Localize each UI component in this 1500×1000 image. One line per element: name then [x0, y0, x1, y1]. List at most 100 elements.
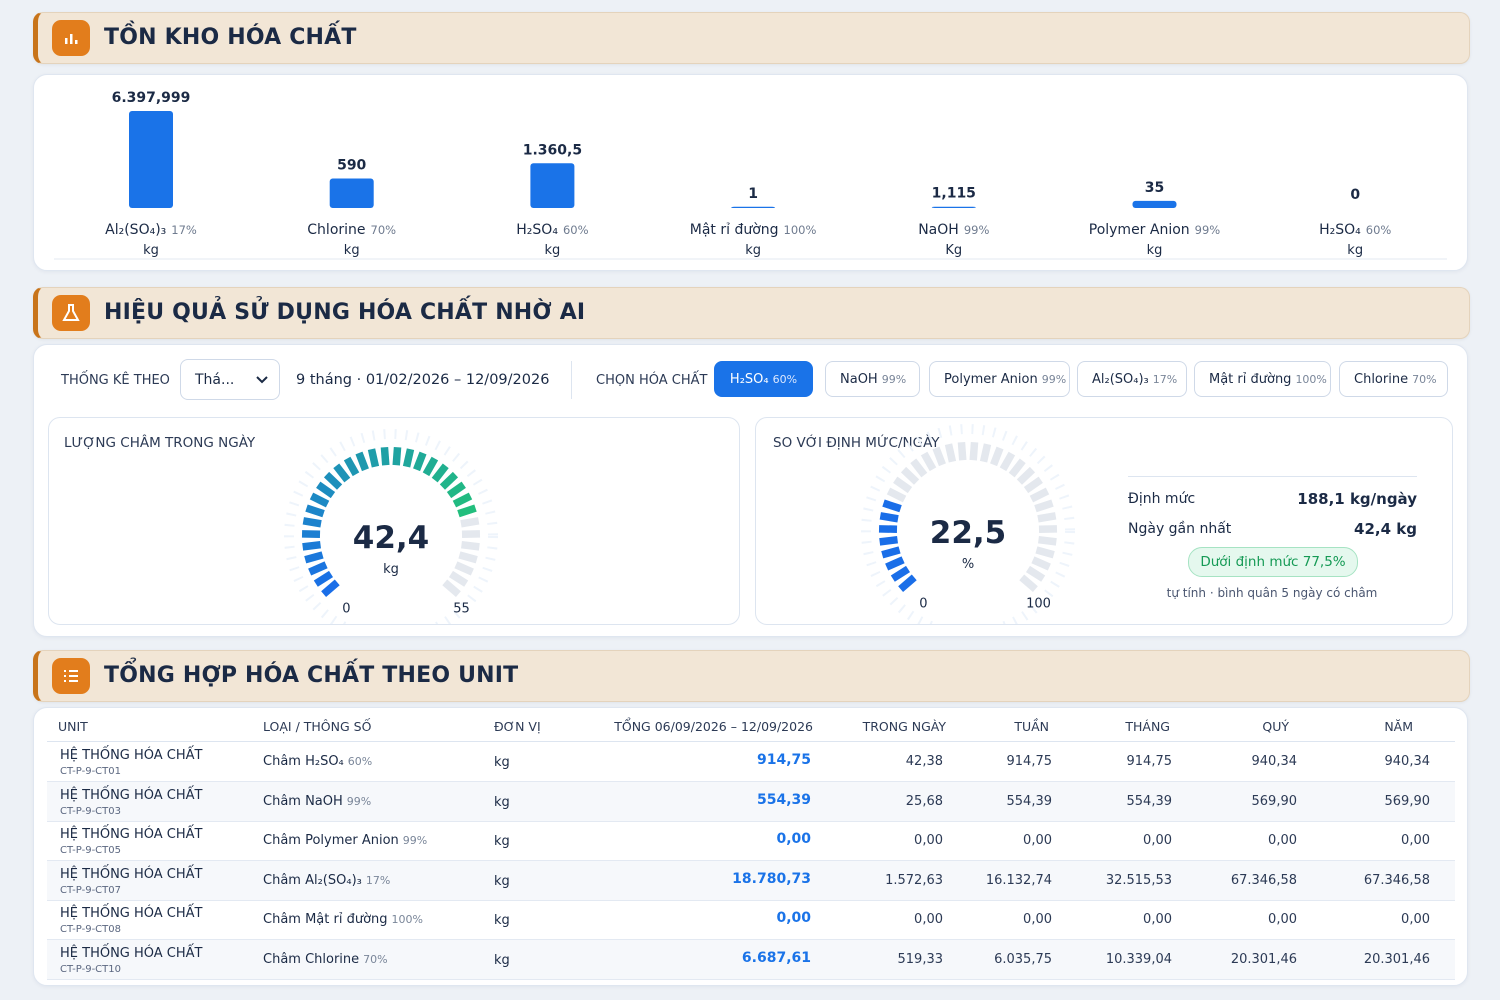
- item-unit: kg: [143, 243, 159, 258]
- item-label: Mật rỉ đường 100%: [690, 222, 817, 238]
- bar: [731, 206, 776, 208]
- chemical-chip[interactable]: H₂SO₄ 60%: [714, 361, 813, 397]
- value-cell: 42,38: [905, 754, 943, 769]
- item-concentration: 17%: [365, 873, 391, 887]
- item-label: Chlorine 70%: [307, 222, 396, 238]
- norm-label: Ngày gần nhất: [1128, 521, 1232, 537]
- note: tự tính · bình quân 5 ngày có châm: [1166, 586, 1378, 600]
- track-segment: [886, 487, 907, 503]
- gauge-card: LƯỢNG CHÂM TRONG NGÀY 42,4 kg 0 55: [48, 417, 740, 625]
- track-segment: [458, 551, 478, 564]
- row-rule: [47, 979, 1455, 980]
- gauge-segment: [402, 448, 415, 468]
- item-concentration: 99%: [964, 223, 990, 237]
- item-name: Châm NaOH: [263, 793, 343, 809]
- bar: [1132, 200, 1177, 208]
- value-label: 0: [1350, 187, 1360, 203]
- gauge-segment: [446, 481, 466, 499]
- track-segment: [893, 476, 913, 494]
- gauge-segment: [308, 561, 328, 576]
- chemical-chip[interactable]: Chlorine 70%: [1339, 361, 1448, 397]
- item-name: Mật rỉ đường: [690, 222, 779, 238]
- item-concentration: 100%: [784, 223, 817, 237]
- chemical-chip[interactable]: NaOH 99%: [825, 361, 920, 397]
- value-cell: 20.301,46: [1363, 952, 1430, 967]
- unit-name: HỆ THỐNG HÓA CHẤT: [60, 946, 203, 961]
- chip-name: Al₂(SO₄)₃: [1092, 372, 1149, 387]
- value-cell: 0,00: [914, 833, 943, 849]
- track-segment: [990, 446, 1004, 467]
- item-label: H₂SO₄ 60%: [1319, 222, 1391, 238]
- icon: [52, 295, 90, 331]
- gauge: 22,5% 0 100: [861, 424, 1075, 624]
- chip-concentration: 100%: [1295, 373, 1327, 386]
- item: Châm Chlorine 70%: [263, 952, 388, 967]
- total-cell: 0,00: [776, 910, 811, 927]
- total-cell: 554,39: [756, 791, 811, 808]
- item-concentration: 99%: [1195, 223, 1221, 237]
- track-segment: [932, 446, 946, 467]
- value-label: 1,115: [932, 186, 976, 202]
- row-rule: [47, 899, 1455, 901]
- value-cell: 6.035,75: [994, 952, 1052, 967]
- track-segment: [448, 570, 469, 587]
- chemical-chip[interactable]: Polymer Anion 99%: [929, 361, 1070, 397]
- inventory-card: 6.397,999 Al₂(SO₄)₃ 17% kg 590 Chlorine 70% kg 1…: [33, 74, 1468, 271]
- item-concentration: 60%: [347, 755, 373, 768]
- period-select[interactable]: Thá...: [180, 359, 280, 400]
- track-segment: [1038, 535, 1057, 546]
- gauge-segment: [431, 463, 449, 483]
- status-badge: Dưới định mức 77,5%: [1188, 547, 1358, 577]
- item: Châm Mật rỉ đường 100%: [263, 912, 423, 927]
- gauge-segment: [380, 446, 390, 466]
- chip-name: NaOH: [840, 372, 878, 387]
- chip-name: H₂SO₄: [729, 372, 769, 387]
- chevron: [256, 376, 268, 384]
- uom: kg: [494, 794, 510, 810]
- value-label: 6.397,999: [112, 90, 191, 106]
- item-concentration: 60%: [1366, 223, 1392, 237]
- chemical-chip[interactable]: Mật rỉ đường 100%: [1194, 361, 1331, 397]
- item: Châm NaOH 99%: [263, 794, 371, 809]
- gauge-min: 0: [919, 597, 927, 612]
- column-header: TRONG NGÀY: [862, 719, 946, 734]
- value-cell: 20.301,46: [1230, 952, 1297, 967]
- gauge-segment: [885, 556, 905, 571]
- bar: [530, 163, 575, 208]
- gauge-segment: [392, 446, 402, 466]
- value-cell: 0,00: [1023, 833, 1052, 849]
- unit-name: HỆ THỐNG HÓA CHẤT: [60, 866, 203, 882]
- chip-concentration: 99%: [1041, 373, 1067, 386]
- value-cell: 940,34: [1384, 754, 1431, 769]
- gauge-segment: [882, 499, 902, 513]
- column-header: NĂM: [1384, 719, 1413, 734]
- gauge-glow: [861, 424, 1075, 624]
- section-header: TỒN KHO HÓA CHẤT: [33, 12, 1470, 64]
- value-cell: 0,00: [1143, 912, 1172, 928]
- filter-label: THỐNG KÊ THEO: [61, 373, 170, 388]
- icon-glyph: [65, 34, 78, 44]
- value-label: 1.360,5: [523, 142, 582, 158]
- chemical-chip[interactable]: Al₂(SO₄)₃ 17%: [1077, 361, 1187, 397]
- select-value: Thá...: [195, 372, 235, 388]
- bar: [129, 111, 173, 208]
- gauge-segment: [304, 551, 324, 564]
- gauge-segment: [890, 565, 911, 582]
- item-unit: kg: [344, 243, 360, 258]
- value-cell: 0,00: [1401, 833, 1430, 849]
- column-header: TỔNG 06/09/2026 – 12/09/2026: [614, 719, 813, 734]
- track-segment: [910, 458, 928, 478]
- gauge-fill: [878, 499, 917, 592]
- divider: [1128, 476, 1417, 477]
- norm-value: 42,4 kg: [1354, 520, 1417, 538]
- track-segment: [979, 443, 992, 463]
- value-cell: 569,90: [1251, 793, 1298, 809]
- value-cell: 16.132,74: [985, 872, 1052, 888]
- item-label: NaOH 99%: [918, 222, 989, 238]
- gauge-segment: [305, 504, 325, 518]
- track-segment: [957, 441, 967, 461]
- gauge-fill: [301, 446, 477, 597]
- row-rule: [47, 781, 1455, 782]
- uom: kg: [494, 873, 510, 889]
- chip-concentration: 60%: [772, 373, 798, 386]
